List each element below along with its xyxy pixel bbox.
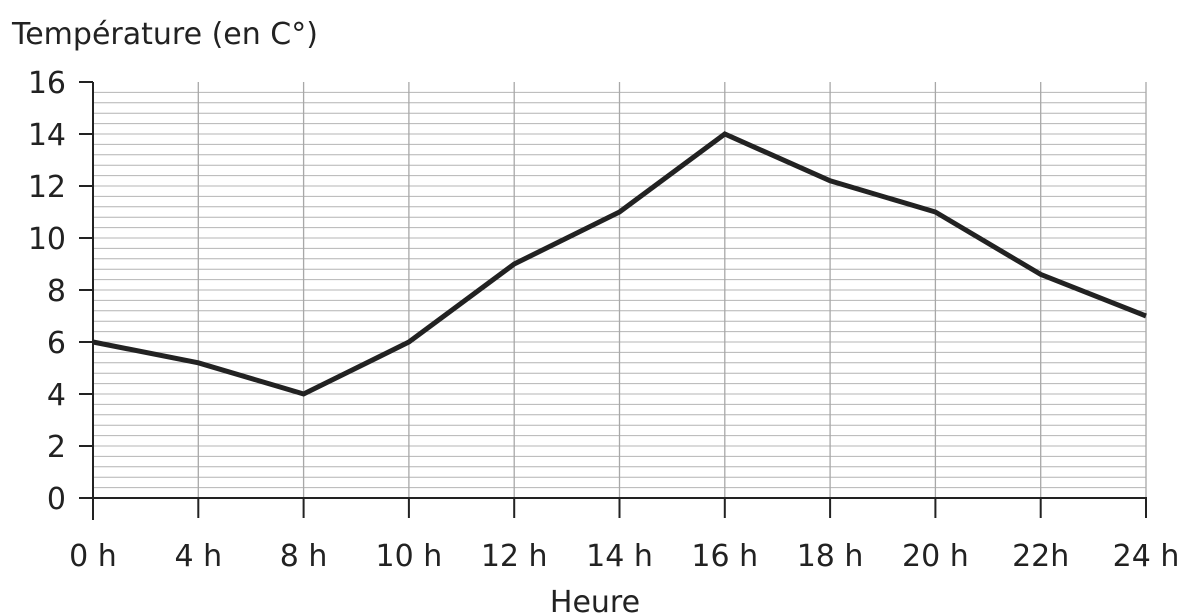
y-tick-label: 16	[28, 66, 66, 101]
y-tick-label: 6	[47, 326, 66, 361]
x-tick-label: 4 h	[174, 539, 222, 574]
y-tick-label: 10	[28, 222, 66, 257]
y-tick-labels: 0 2 4 6 8 10 12 14 16	[28, 66, 66, 517]
x-tick-label: 12 h	[481, 539, 548, 574]
x-axis-title: Heure	[550, 585, 640, 616]
y-tick-label: 14	[28, 118, 66, 153]
x-tick-label: 20 h	[902, 539, 969, 574]
x-tick-label: 10 h	[376, 539, 443, 574]
x-tick-label: 22h	[1012, 539, 1069, 574]
y-tick-label: 12	[28, 170, 66, 205]
x-tick-label: 14 h	[586, 539, 653, 574]
y-tick-label: 0	[47, 482, 66, 517]
x-tick-label: 18 h	[797, 539, 864, 574]
x-tick-label: 16 h	[691, 539, 758, 574]
x-tick-label: 0 h	[69, 539, 117, 574]
x-tick-label: 8 h	[280, 539, 328, 574]
series-line	[92, 131, 1147, 397]
y-tick-label: 4	[47, 378, 66, 413]
x-tick-label: 24 h	[1113, 539, 1180, 574]
series	[92, 131, 1147, 397]
y-tick-label: 8	[47, 274, 66, 309]
x-tick-labels: 0 h 4 h 8 h 10 h 12 h 14 h 16 h 18 h 20 h 22h 24 h	[69, 539, 1179, 574]
y-tick-label: 2	[47, 430, 66, 465]
y-axis-title: Température (en C°)	[11, 17, 318, 52]
axes	[79, 81, 1147, 520]
grid	[93, 82, 1147, 498]
